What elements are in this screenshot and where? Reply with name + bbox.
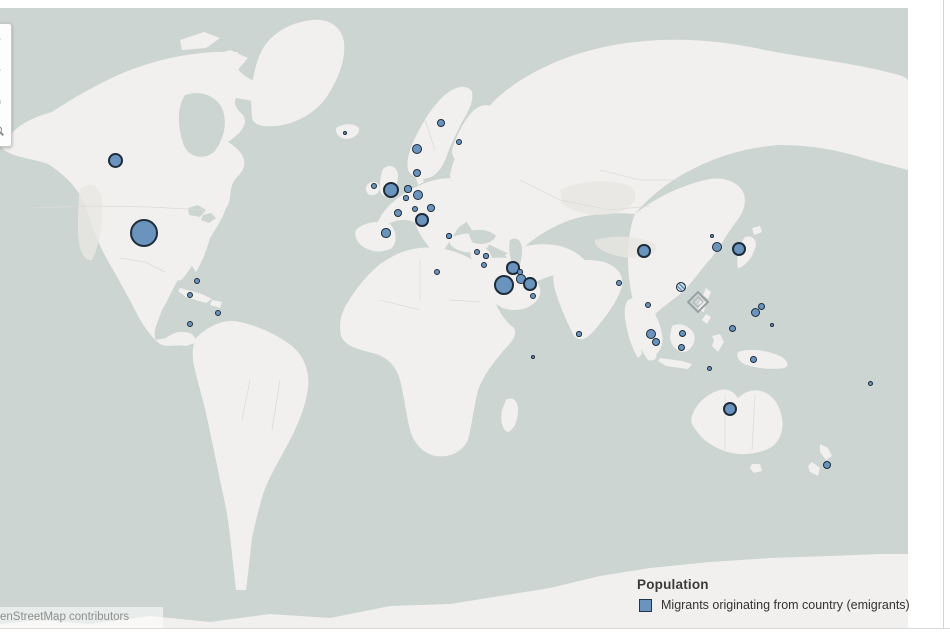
map-bubble[interactable]	[186, 291, 194, 299]
map-bubble[interactable]	[437, 119, 445, 127]
map-bubble[interactable]	[706, 365, 712, 371]
map-controls-toolbar[interactable]: + − ⌂	[0, 23, 12, 147]
zoom-in-icon[interactable]: +	[0, 32, 5, 46]
map-bubble[interactable]	[383, 182, 399, 198]
map-bubble[interactable]	[823, 461, 831, 469]
legend-title: Population	[637, 577, 709, 592]
map-bubble[interactable]	[371, 183, 377, 189]
map-bubble[interactable]	[381, 228, 391, 238]
bubble-layer	[0, 8, 908, 628]
map-bubble[interactable]	[493, 274, 515, 296]
map-bubble[interactable]	[529, 292, 537, 300]
map-bubble[interactable]	[446, 233, 452, 239]
map-bubble[interactable]	[456, 139, 462, 145]
legend-item[interactable]: Migrants originating from country (emigr…	[637, 598, 910, 612]
map-bubble[interactable]	[637, 244, 651, 258]
map-bubble[interactable]	[523, 277, 537, 291]
map-bubble[interactable]	[434, 269, 440, 275]
world-map-canvas[interactable]: + − ⌂ enStreetMap contributors	[0, 8, 908, 628]
right-divider-line	[943, 0, 944, 635]
map-bubble[interactable]	[481, 262, 487, 268]
map-bubble[interactable]	[517, 269, 523, 275]
map-diamond-inner	[692, 296, 704, 308]
zoom-out-icon[interactable]: −	[0, 63, 5, 77]
map-bubble[interactable]	[193, 277, 201, 285]
map-bubble[interactable]	[186, 320, 194, 328]
map-bubble[interactable]	[473, 248, 481, 256]
right-margin	[908, 0, 950, 635]
map-bubble[interactable]	[412, 144, 422, 154]
map-bubble[interactable]	[415, 213, 429, 227]
home-icon[interactable]: ⌂	[0, 93, 5, 107]
map-bubble[interactable]	[750, 307, 760, 317]
map-bubble[interactable]	[412, 168, 422, 178]
legend-swatch	[639, 598, 652, 612]
map-bubble[interactable]	[107, 152, 123, 168]
map-bubble-hatched[interactable]	[676, 282, 686, 292]
map-bubble[interactable]	[732, 242, 746, 256]
search-icon[interactable]	[0, 124, 5, 138]
attribution-text: enStreetMap contributors	[0, 611, 130, 623]
map-bubble[interactable]	[615, 279, 623, 287]
map-bubble[interactable]	[412, 206, 418, 212]
map-bubble[interactable]	[867, 380, 873, 386]
map-bubble[interactable]	[404, 185, 412, 193]
world-map-land	[0, 19, 908, 628]
map-bubble[interactable]	[483, 253, 489, 259]
map-bubble[interactable]	[215, 310, 221, 316]
top-margin	[0, 0, 950, 8]
map-bubble[interactable]	[646, 329, 656, 339]
map-bubble[interactable]	[403, 195, 409, 201]
legend-item-label: Migrants originating from country (emigr…	[661, 598, 910, 612]
map-bubble[interactable]	[394, 209, 402, 217]
map-bubble[interactable]	[427, 204, 435, 212]
map-bubble[interactable]	[413, 190, 423, 200]
map-bubble[interactable]	[757, 302, 765, 310]
map-bubble[interactable]	[342, 130, 348, 136]
map-bubble[interactable]	[712, 242, 722, 252]
map-attribution: enStreetMap contributors	[0, 607, 163, 628]
map-bubble[interactable]	[709, 233, 715, 239]
map-diamond-marker[interactable]	[686, 290, 710, 314]
map-bubble[interactable]	[678, 329, 686, 337]
map-bubble[interactable]	[652, 338, 660, 346]
map-bubble[interactable]	[530, 354, 536, 360]
map-bubble[interactable]	[130, 219, 158, 247]
map-bubble[interactable]	[722, 401, 738, 417]
map-bubble[interactable]	[728, 324, 736, 332]
legend: Population Migrants originating from cou…	[637, 577, 910, 612]
map-bubble[interactable]	[506, 261, 520, 275]
map-bubble[interactable]	[769, 322, 775, 328]
map-bubble[interactable]	[749, 355, 757, 363]
bottom-margin	[0, 628, 950, 635]
map-bubble[interactable]	[645, 302, 651, 308]
map-bubble[interactable]	[677, 343, 685, 351]
map-bubble[interactable]	[576, 331, 582, 337]
